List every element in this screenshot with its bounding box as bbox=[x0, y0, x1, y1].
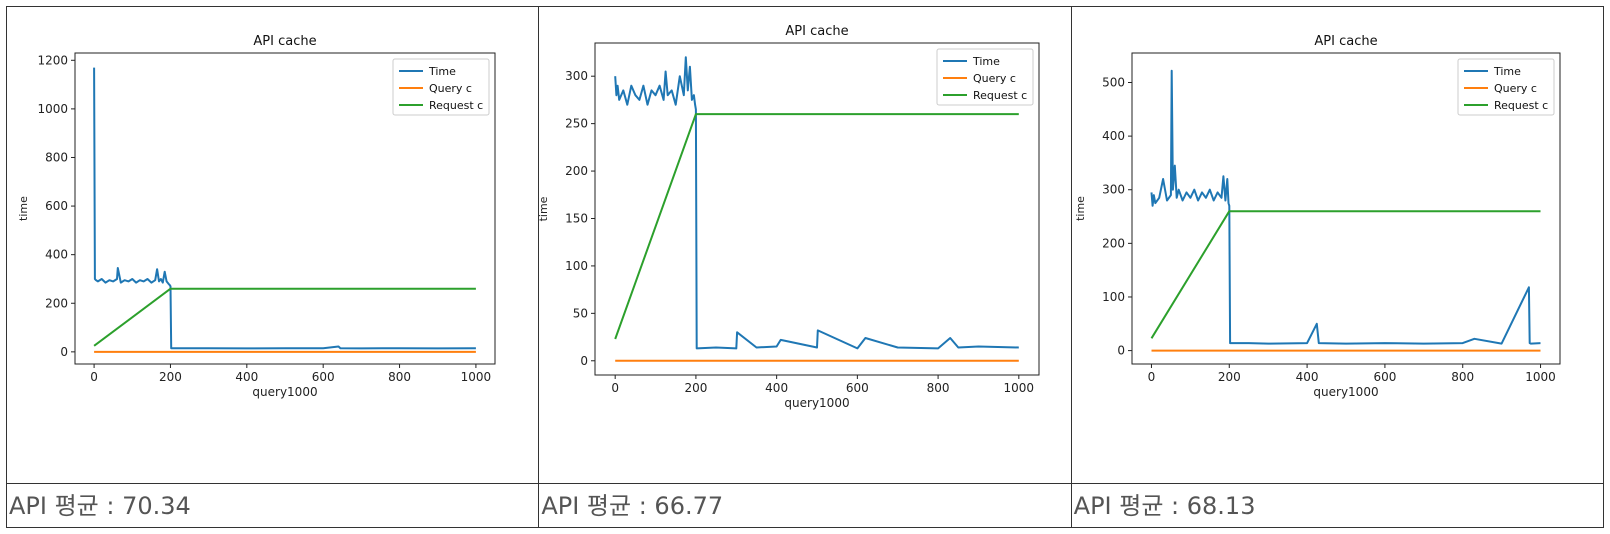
series-line-time bbox=[614, 56, 1020, 350]
x-axis-label: query1000 bbox=[785, 396, 850, 410]
averages-row: API 평균 : 70.34 API 평균 : 66.77 API 평균 : 6… bbox=[5, 483, 1605, 528]
x-tick-label: 800 bbox=[388, 370, 411, 384]
x-tick-label: 600 bbox=[1373, 370, 1396, 384]
y-tick-label: 400 bbox=[45, 248, 68, 262]
legend-entry: Query c bbox=[973, 72, 1016, 85]
x-tick-label: 1000 bbox=[1525, 370, 1556, 384]
line-chart-2: API cache 0 50 100 150 200 250 300 0 200 400 600 800… bbox=[539, 24, 1040, 410]
y-tick-label: 1200 bbox=[37, 53, 68, 67]
y-tick-label: 0 bbox=[1117, 344, 1125, 358]
average-label-3: API 평균 : 68.13 bbox=[1073, 491, 1256, 520]
y-tick-label: 400 bbox=[1102, 129, 1125, 143]
y-tick-label: 0 bbox=[581, 354, 589, 368]
chart-title: API cache bbox=[786, 24, 849, 39]
y-tick-label: 200 bbox=[1102, 236, 1125, 250]
legend-entry: Time bbox=[972, 55, 1000, 68]
y-axis-label: time bbox=[1074, 196, 1087, 221]
plot-area bbox=[1150, 69, 1541, 352]
average-cell-3: API 평균 : 68.13 bbox=[1070, 483, 1605, 528]
axes-frame bbox=[594, 42, 1040, 376]
axes-frame bbox=[1131, 52, 1561, 365]
y-tick-label: 0 bbox=[60, 345, 68, 359]
charts-grid: API cache 0 200 400 600 800 1000 1200 0 200 400 600… bbox=[5, 6, 1605, 528]
x-tick-label: 200 bbox=[159, 370, 182, 384]
line-chart-3: API cache 0 100 200 300 400 500 0 200 400 600 800 10… bbox=[1074, 34, 1561, 399]
y-tick-label: 800 bbox=[45, 150, 68, 164]
y-tick-label: 300 bbox=[565, 69, 588, 83]
legend-entry: Query c bbox=[429, 82, 472, 95]
x-tick-label: 0 bbox=[90, 370, 98, 384]
average-label-2: API 평균 : 66.77 bbox=[541, 491, 724, 520]
y-tick-label: 100 bbox=[565, 259, 588, 273]
legend-entry: Time bbox=[428, 65, 456, 78]
y-tick-label: 600 bbox=[45, 199, 68, 213]
y-tick-label: 300 bbox=[1102, 183, 1125, 197]
x-axis-label: query1000 bbox=[1313, 385, 1378, 399]
series-line-time bbox=[1150, 69, 1541, 345]
axes-frame bbox=[74, 52, 496, 365]
charts-row: API cache 0 200 400 600 800 1000 1200 0 200 400 600… bbox=[5, 6, 1605, 484]
x-tick-label: 800 bbox=[1451, 370, 1474, 384]
y-tick-label: 200 bbox=[565, 164, 588, 178]
average-label-1: API 평균 : 70.34 bbox=[9, 491, 191, 520]
y-axis-label: time bbox=[17, 196, 30, 221]
x-tick-label: 1000 bbox=[461, 370, 492, 384]
y-tick-label: 500 bbox=[1102, 75, 1125, 89]
chart-title: API cache bbox=[1314, 34, 1377, 49]
series-line-request-c bbox=[93, 287, 476, 347]
average-cell-2: API 평균 : 66.77 bbox=[538, 483, 1072, 528]
line-chart-1: API cache 0 200 400 600 800 1000 1200 0 200 400 600… bbox=[17, 34, 496, 399]
plot-area bbox=[93, 67, 476, 353]
y-axis-label: time bbox=[539, 196, 550, 221]
x-tick-label: 200 bbox=[1217, 370, 1240, 384]
legend-entry: Request c bbox=[429, 99, 483, 112]
legend-entry: Query c bbox=[1494, 82, 1537, 95]
chart-cell-1: API cache 0 200 400 600 800 1000 1200 0 200 400 600… bbox=[5, 6, 540, 484]
x-tick-label: 400 bbox=[766, 381, 789, 395]
legend-box bbox=[392, 58, 490, 116]
chart-cell-2: API cache 0 50 100 150 200 250 300 0 200 400 600 800… bbox=[538, 6, 1072, 484]
series-line-time bbox=[93, 67, 476, 350]
y-tick-label: 1000 bbox=[37, 102, 68, 116]
legend-box bbox=[936, 48, 1034, 106]
legend-box bbox=[1457, 58, 1555, 116]
y-tick-label: 250 bbox=[565, 117, 588, 131]
series-line-request-c bbox=[614, 113, 1020, 340]
series-line-request-c bbox=[1150, 210, 1541, 339]
x-tick-label: 400 bbox=[1295, 370, 1318, 384]
average-cell-1: API 평균 : 70.34 bbox=[5, 483, 540, 528]
x-tick-label: 1000 bbox=[1004, 381, 1035, 395]
chart-title: API cache bbox=[253, 34, 316, 49]
x-tick-label: 0 bbox=[1147, 370, 1155, 384]
legend-entry: Time bbox=[1493, 65, 1521, 78]
x-tick-label: 600 bbox=[846, 381, 869, 395]
y-tick-label: 150 bbox=[565, 211, 588, 225]
legend-entry: Request c bbox=[973, 89, 1027, 102]
y-tick-label: 50 bbox=[573, 306, 588, 320]
x-tick-label: 600 bbox=[312, 370, 335, 384]
legend-entry: Request c bbox=[1494, 99, 1548, 112]
y-tick-label: 200 bbox=[45, 296, 68, 310]
x-tick-label: 400 bbox=[235, 370, 258, 384]
x-tick-label: 200 bbox=[685, 381, 708, 395]
x-tick-label: 0 bbox=[612, 381, 620, 395]
chart-cell-3: API cache 0 100 200 300 400 500 0 200 400 600 800 10… bbox=[1070, 6, 1605, 484]
x-axis-label: query1000 bbox=[252, 385, 317, 399]
plot-area bbox=[614, 56, 1020, 362]
x-tick-label: 800 bbox=[927, 381, 950, 395]
y-tick-label: 100 bbox=[1102, 290, 1125, 304]
